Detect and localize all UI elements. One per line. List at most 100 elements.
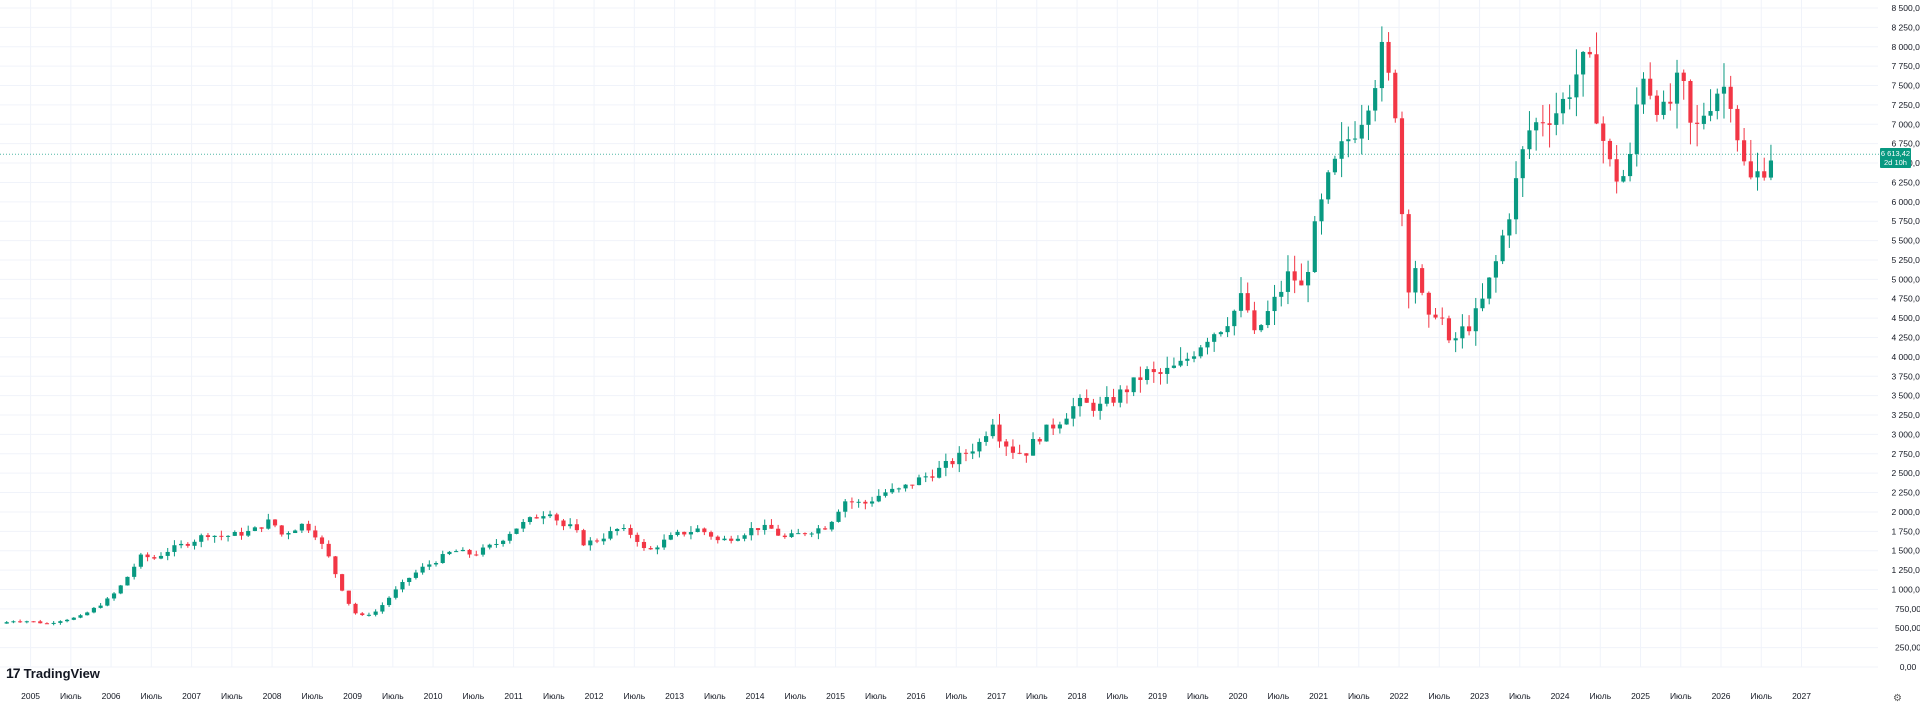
candle-body: [1621, 176, 1626, 182]
y-tick-label: 3 750,00: [1891, 371, 1920, 381]
candle-body: [541, 516, 546, 519]
y-tick-label: 3 000,00: [1891, 429, 1920, 439]
candle-body: [628, 528, 633, 535]
candle-body: [386, 597, 392, 606]
candle-body: [1614, 159, 1619, 182]
x-tick-label: 2011: [504, 691, 523, 701]
candle-body: [111, 593, 117, 599]
candle-body: [648, 548, 653, 550]
candle-body: [527, 517, 533, 522]
y-tick-label: 1 000,00: [1891, 584, 1920, 594]
candle-body: [1440, 317, 1445, 319]
x-tick-label: 2013: [665, 691, 684, 701]
candle-body: [1245, 293, 1250, 311]
x-tick-label: Июль: [1106, 691, 1128, 701]
x-tick-label: 2020: [1229, 691, 1248, 701]
candle-body: [1648, 78, 1653, 96]
gear-icon[interactable]: ⚙: [1893, 693, 1902, 704]
candle-body: [1755, 171, 1760, 178]
candle-body: [1426, 292, 1431, 315]
y-tick-label: 8 500,00: [1891, 3, 1920, 13]
x-tick-label: Июль: [221, 691, 243, 701]
candle-body: [71, 617, 76, 620]
candle-body: [521, 521, 526, 529]
x-tick-label: Июль: [1267, 691, 1289, 701]
candle-body: [588, 540, 593, 546]
candle-body: [1051, 424, 1056, 429]
candle-body: [85, 612, 90, 616]
candle-body: [158, 555, 164, 559]
candle-body: [480, 547, 486, 555]
candle-body: [1225, 326, 1230, 333]
candle-body: [668, 535, 673, 540]
y-tick-label: 7 500,00: [1891, 81, 1920, 91]
candle-body: [44, 623, 50, 625]
candle-body: [1674, 72, 1680, 104]
candle-body: [742, 535, 747, 539]
x-tick-label: Июль: [382, 691, 404, 701]
y-tick-label: 8 250,00: [1891, 22, 1920, 32]
candle-body: [729, 538, 734, 541]
candle-body: [507, 533, 512, 541]
candle-body: [910, 484, 915, 486]
candle-body: [1145, 369, 1150, 380]
candle-body: [1466, 326, 1472, 332]
candle-body: [225, 535, 231, 537]
current-price-badge: 6 613,42 2d 10h: [1880, 148, 1911, 168]
candle-body: [1574, 74, 1579, 98]
candle-body: [333, 556, 338, 575]
candle-body: [1507, 219, 1512, 236]
candle-body: [380, 605, 385, 612]
candle-body: [796, 533, 801, 535]
candle-body: [561, 520, 566, 527]
candle-body: [1728, 86, 1733, 109]
x-tick-label: 2018: [1068, 691, 1087, 701]
candle-body: [125, 576, 130, 586]
x-tick-label: 2021: [1309, 691, 1328, 701]
candle-body: [1627, 153, 1633, 177]
x-tick-label: 2009: [343, 691, 362, 701]
x-tick-label: Июль: [1348, 691, 1370, 701]
y-tick-label: 250,00: [1895, 643, 1920, 653]
candle-body: [1272, 296, 1277, 312]
candle-body: [984, 436, 989, 442]
candle-body: [400, 582, 405, 590]
candle-body: [816, 528, 821, 534]
candle-body: [554, 514, 559, 521]
x-tick-label: Июль: [1026, 691, 1048, 701]
candle-body: [293, 530, 298, 534]
candle-body: [199, 535, 204, 542]
candle-body: [829, 521, 834, 530]
candle-body: [1708, 111, 1713, 116]
x-tick-label: 2024: [1551, 691, 1570, 701]
candle-body: [360, 613, 365, 616]
candle-body: [433, 563, 439, 565]
candle-body: [138, 554, 143, 567]
candle-body: [890, 488, 895, 493]
candle-body: [749, 528, 754, 536]
candle-body: [467, 549, 472, 555]
tradingview-logo[interactable]: 17 TradingView: [6, 665, 100, 681]
candle-body: [1279, 291, 1284, 297]
candle-body: [1701, 115, 1706, 124]
candle-body: [1373, 88, 1378, 111]
candle-body: [943, 460, 948, 468]
candle-body: [574, 524, 579, 531]
candle-body: [286, 533, 291, 535]
candle-body: [1165, 367, 1170, 374]
x-tick-label: 2027: [1792, 691, 1811, 701]
candle-body: [259, 527, 264, 529]
y-tick-label: 4 000,00: [1891, 352, 1920, 362]
candle-body: [58, 621, 63, 623]
candle-body: [447, 551, 452, 555]
candle-body: [1420, 268, 1425, 293]
x-tick-label: 2017: [987, 691, 1006, 701]
candle-body: [1366, 110, 1371, 125]
candle-body: [172, 545, 177, 552]
candle-body: [219, 535, 224, 537]
candle-body: [1433, 314, 1438, 318]
candle-body: [454, 551, 459, 553]
candle-body: [1654, 95, 1659, 115]
candle-body: [239, 532, 244, 536]
